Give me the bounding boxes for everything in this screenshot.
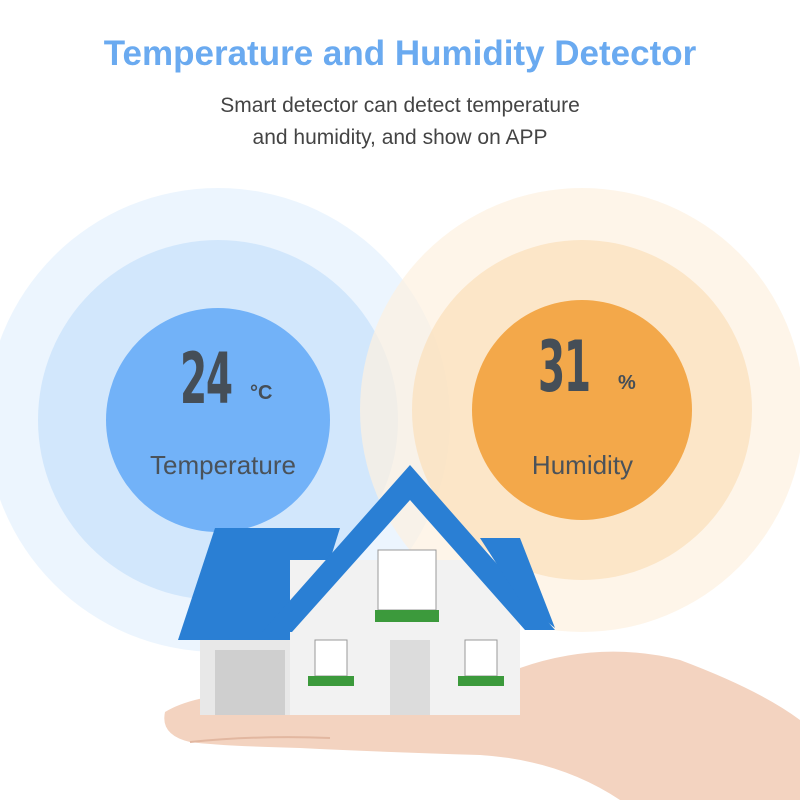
humidity-value: 31	[538, 326, 591, 408]
house	[178, 465, 555, 715]
temperature-unit: °C	[250, 382, 273, 404]
humidity-label: Humidity	[531, 450, 634, 480]
subtitle-line-2: and humidity, and show on APP	[252, 126, 548, 149]
humidity-unit: %	[618, 372, 636, 394]
page-title: Temperature and Humidity Detector	[103, 34, 697, 73]
humidity-circles	[360, 188, 800, 632]
subtitle: Smart detector can detect temperature an…	[0, 90, 800, 154]
temperature-value: 24	[180, 338, 233, 420]
subtitle-line-1: Smart detector can detect temperature	[220, 94, 580, 117]
temperature-label: Temperature	[150, 450, 296, 480]
